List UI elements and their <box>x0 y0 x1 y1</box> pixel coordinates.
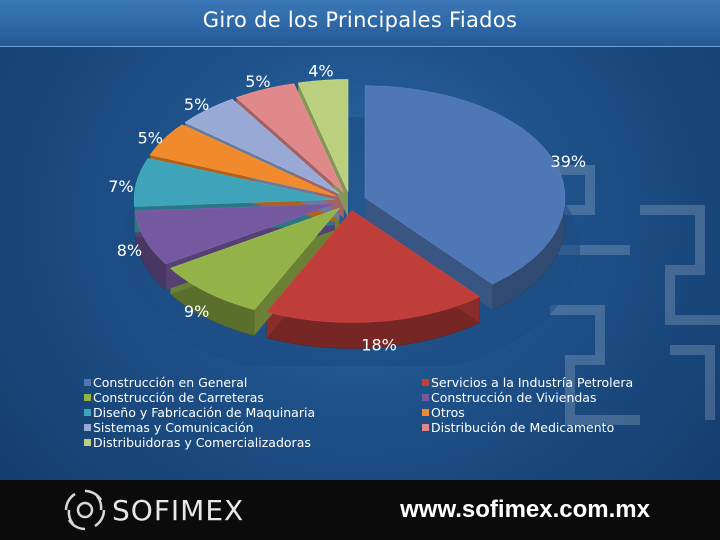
data-label: 18% <box>361 335 397 354</box>
legend-item: Construcción de Carreteras <box>84 390 315 405</box>
legend-label: Otros <box>431 405 465 420</box>
legend-swatch <box>422 424 429 431</box>
legend-item: Servicios a la Industría Petrolera <box>422 375 633 390</box>
pie-slice <box>266 210 481 323</box>
data-label: 9% <box>184 302 209 321</box>
legend-swatch <box>84 439 91 446</box>
data-label: 4% <box>308 62 333 81</box>
legend-swatch <box>84 424 91 431</box>
pie-chart: 39% 18% 9% 8% 7% 5% 5% 5% 4% <box>108 62 586 366</box>
legend-label: Construcción en General <box>93 375 248 390</box>
legend-left: Construcción en General Construcción de C… <box>84 375 315 450</box>
data-label: 5% <box>245 72 270 91</box>
legend-label: Construcción de Viviendas <box>431 390 597 405</box>
data-label: 7% <box>108 177 133 196</box>
legend-swatch <box>84 379 91 386</box>
pie-slice <box>133 157 335 207</box>
data-label: 5% <box>138 128 163 147</box>
legend-label: Servicios a la Industría Petrolera <box>431 375 634 390</box>
legend-item: Sistemas y Comunicación <box>84 420 315 435</box>
legend-right: Servicios a la Industría Petrolera Constr… <box>422 375 633 435</box>
legend-item: Diseño y Fabricación de Maquinaria <box>84 405 315 420</box>
pie-slice-wall <box>365 197 493 311</box>
slice-tops <box>133 79 566 323</box>
pie-slice <box>134 203 335 265</box>
legend-item: Construcción en General <box>84 375 315 390</box>
legend-label: Construcción de Carreteras <box>93 390 264 405</box>
data-label: 39% <box>551 152 587 171</box>
legend-label: Distribución de Medicamento <box>431 420 615 435</box>
legend-item: Otros <box>422 405 633 420</box>
data-labels: 39% 18% 9% 8% 7% 5% 5% 5% 4% <box>108 62 586 355</box>
legend-swatch <box>84 394 91 401</box>
title-bar: Giro de los Principales Fiados <box>0 0 720 47</box>
legend-swatch <box>84 409 91 416</box>
data-label: 5% <box>184 95 209 114</box>
legend-item: Construcción de Viviendas <box>422 390 633 405</box>
sofimex-logo-icon <box>64 489 106 531</box>
legend-swatch <box>422 394 429 401</box>
legend-swatch <box>422 379 429 386</box>
legend-label: Distribuidoras y Comercializadoras <box>93 435 311 450</box>
legend-item: Distribuidoras y Comercializadoras <box>84 435 315 450</box>
data-label: 8% <box>117 241 142 260</box>
legend-swatch <box>422 409 429 416</box>
pie-slice <box>235 83 344 193</box>
pie-slice <box>364 85 566 285</box>
footer: SOFIMEX www.sofimex.com.mx <box>0 480 720 540</box>
brand-name: SOFIMEX <box>112 494 245 527</box>
pie-slice <box>170 207 341 310</box>
legend-label: Sistemas y Comunicación <box>93 420 254 435</box>
legend-label: Diseño y Fabricación de Maquinaria <box>93 405 316 420</box>
legend-item: Distribución de Medicamento <box>422 420 633 435</box>
pie-slice <box>149 124 337 197</box>
website-url: www.sofimex.com.mx <box>400 496 650 523</box>
chart-title: Giro de los Principales Fiados <box>202 8 518 32</box>
pie-slice <box>184 98 340 195</box>
pie-slice <box>297 79 349 192</box>
